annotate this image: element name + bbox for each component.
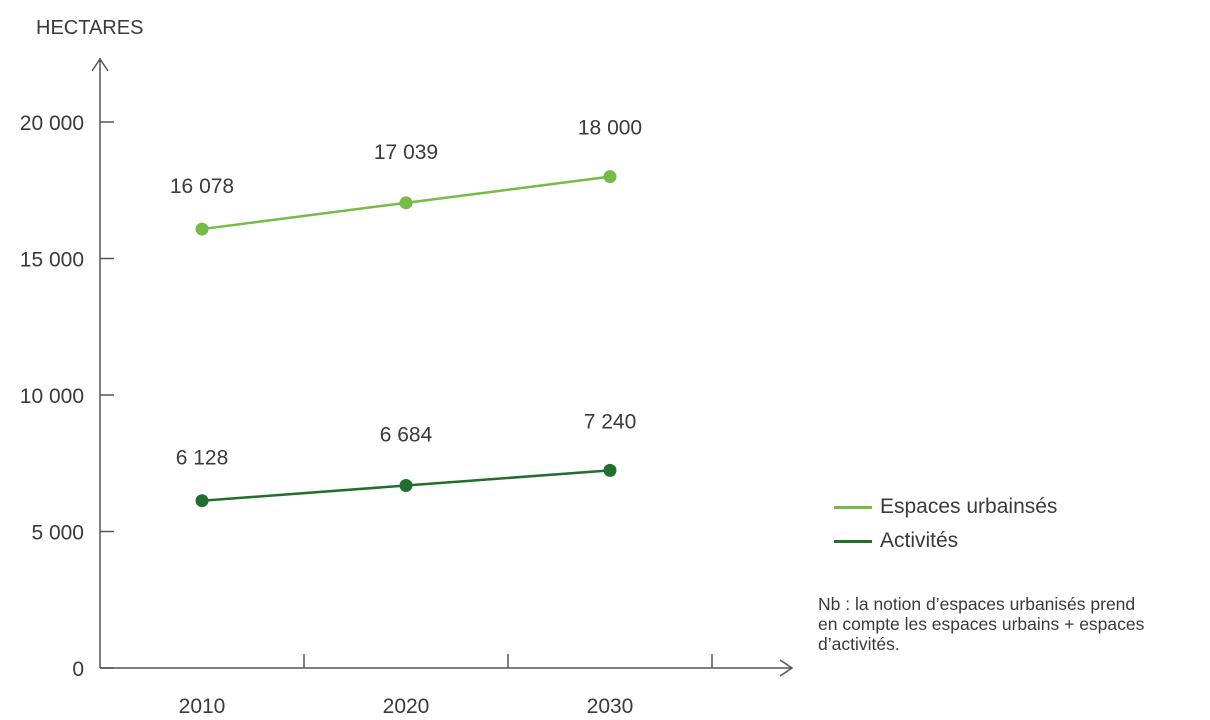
legend-item-espaces-urbanises: Espaces urbainsés <box>834 490 1057 524</box>
data-label: 18 000 <box>578 117 642 140</box>
legend-swatch-activites <box>834 539 872 543</box>
data-point <box>603 170 617 184</box>
y-tick-label: 20 000 <box>20 112 84 135</box>
footnote-line-2: en compte les espaces urbains + espaces <box>818 614 1145 634</box>
data-label: 16 078 <box>170 175 234 198</box>
axes: HECTARES <box>36 17 794 677</box>
ticks: 0 5 000 10 000 15 000 20 000 2010 2020 2030 <box>20 112 713 718</box>
legend-label-activites: Activités <box>880 529 959 552</box>
legend-swatch-espaces-urbanises <box>834 505 872 509</box>
x-tick-label: 2030 <box>587 695 634 718</box>
y-tick-label: 5 000 <box>31 522 84 545</box>
footnote: Nb : la notion d’espaces urbanisés prend… <box>818 594 1210 654</box>
footnote-line-3: d’activités. <box>818 634 900 654</box>
y-tick-label: 15 000 <box>20 249 84 272</box>
series: 16 078 17 039 18 000 6 128 6 684 7 240 <box>170 117 642 508</box>
data-label: 7 240 <box>584 410 637 433</box>
data-point <box>603 463 617 477</box>
legend-label-espaces-urbanises: Espaces urbainsés <box>880 495 1058 518</box>
data-point <box>195 222 209 236</box>
series-1: 6 128 6 684 7 240 <box>176 410 637 508</box>
data-label: 6 128 <box>176 447 229 470</box>
data-point <box>399 196 413 210</box>
data-point <box>195 494 209 508</box>
x-tick-label: 2010 <box>179 695 226 718</box>
data-point <box>399 479 413 493</box>
data-label: 6 684 <box>380 424 433 447</box>
data-label: 17 039 <box>374 141 438 164</box>
legend-item-activites: Activités <box>834 524 1057 558</box>
y-axis-arrow <box>91 57 109 72</box>
x-axis-arrow <box>779 659 794 677</box>
legend: Espaces urbainsés Activités <box>834 490 1057 558</box>
series-0: 16 078 17 039 18 000 <box>170 117 642 236</box>
y-axis-title: HECTARES <box>36 17 143 39</box>
x-tick-label: 2020 <box>383 695 430 718</box>
footnote-line-1: Nb : la notion d’espaces urbanisés prend <box>818 594 1136 614</box>
y-tick-label: 10 000 <box>20 385 84 408</box>
y-tick-label: 0 <box>72 658 84 681</box>
